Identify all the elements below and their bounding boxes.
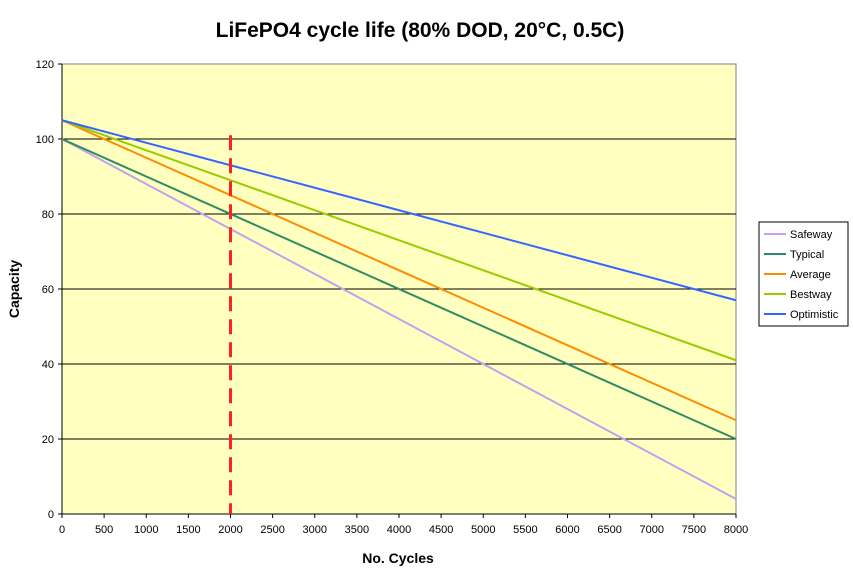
x-tick-label: 6000 [555, 524, 579, 536]
x-tick-label: 7500 [682, 524, 706, 536]
x-tick-label: 2500 [260, 524, 284, 536]
y-tick-label: 120 [36, 59, 54, 71]
x-tick-label: 4000 [387, 524, 411, 536]
series-line-bestway [61, 119, 737, 362]
series-lines [61, 119, 737, 500]
x-axis-label: No. Cycles [362, 550, 434, 566]
x-tick-label: 5500 [513, 524, 537, 536]
x-tick-label: 3000 [303, 524, 327, 536]
y-tick-label: 100 [36, 134, 54, 146]
chart-title: LiFePO4 cycle life (80% DOD, 20°C, 0.5C) [216, 19, 625, 42]
y-tick-label: 0 [48, 509, 54, 521]
legend-label: Bestway [790, 289, 832, 301]
x-tick-label: 5000 [471, 524, 495, 536]
y-tick-label: 20 [42, 434, 54, 446]
legend-label: Optimistic [790, 309, 839, 321]
legend-label: Average [790, 269, 831, 281]
legend-label: Safeway [790, 229, 833, 241]
x-tick-label: 2000 [218, 524, 242, 536]
x-tick-label: 3500 [345, 524, 369, 536]
legend: Safeway Typical Average Bestway Optimistic [758, 221, 849, 327]
x-tick-label: 500 [95, 524, 113, 536]
x-tick-label: 0 [59, 524, 65, 536]
axes: 0 20 40 60 80 100 120 0 500 1000 1500 2000 2500 3000 3… [36, 59, 749, 536]
y-tick-label: 60 [42, 284, 54, 296]
legend-label: Typical [790, 249, 824, 261]
series-line-safeway [61, 138, 737, 500]
x-tick-label: 1500 [176, 524, 200, 536]
x-tick-label: 6500 [597, 524, 621, 536]
y-axis-label: Capacity [6, 260, 22, 319]
x-tick-label: 4500 [429, 524, 453, 536]
series-line-average [61, 119, 737, 422]
y-tick-label: 80 [42, 209, 54, 221]
x-tick-label: 1000 [134, 524, 158, 536]
series-line-typical [61, 138, 737, 440]
series-line-optimistic [61, 119, 737, 302]
y-tick-label: 40 [42, 359, 54, 371]
x-tick-label: 7000 [640, 524, 664, 536]
x-tick-label: 8000 [724, 524, 748, 536]
